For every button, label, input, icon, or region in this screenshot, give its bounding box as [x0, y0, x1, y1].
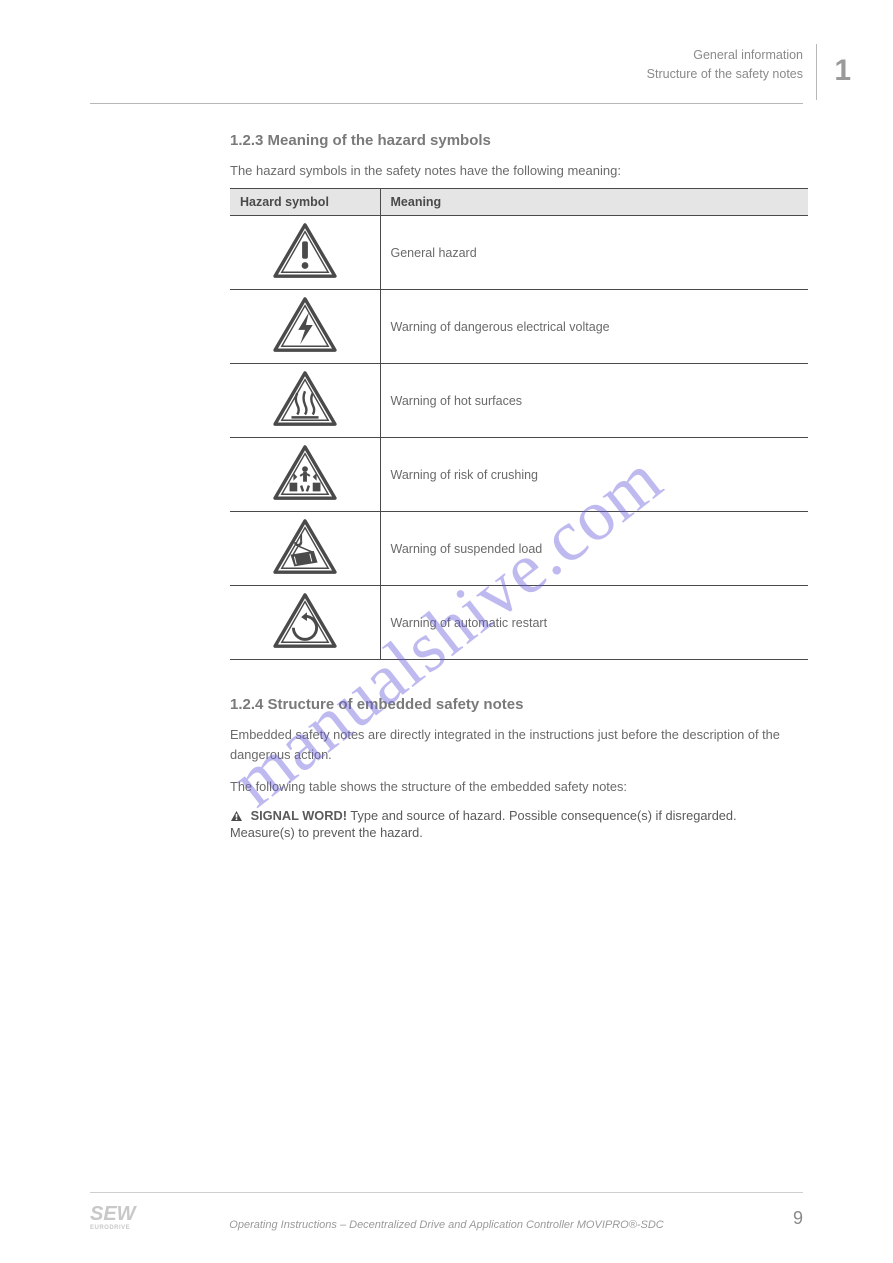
- header-divider: [816, 44, 817, 100]
- section-title-embedded: 1.2.4 Structure of embedded safety notes: [230, 696, 803, 713]
- cell-meaning: Warning of hot surfaces: [380, 364, 808, 438]
- col-header-meaning: Meaning: [380, 189, 808, 216]
- hazard-symbol-table: Hazard symbol Meaning General hazard: [230, 188, 808, 660]
- small-hazard-icon: [230, 810, 243, 825]
- embedded-section: 1.2.4 Structure of embedded safety notes…: [230, 696, 803, 840]
- page-header: General information Structure of the saf…: [90, 50, 803, 104]
- crushing-risk-icon: [272, 444, 338, 502]
- table-row: Warning of hot surfaces: [230, 364, 808, 438]
- section-intro-text: The hazard symbols in the safety notes h…: [230, 163, 803, 178]
- cell-icon: [230, 364, 380, 438]
- header-line-2: Structure of the safety notes: [647, 65, 803, 84]
- cell-meaning: General hazard: [380, 216, 808, 290]
- table-row: Warning of risk of crushing: [230, 438, 808, 512]
- cell-icon: [230, 512, 380, 586]
- section-title-hazard-symbols: 1.2.3 Meaning of the hazard symbols: [230, 132, 803, 149]
- embedded-example-line: SIGNAL WORD! Type and source of hazard. …: [230, 808, 803, 840]
- automatic-restart-icon: [272, 592, 338, 650]
- page-number: 9: [793, 1208, 803, 1229]
- cell-meaning: Warning of suspended load: [380, 512, 808, 586]
- cell-meaning: Warning of dangerous electrical voltage: [380, 290, 808, 364]
- table-header-row: Hazard symbol Meaning: [230, 189, 808, 216]
- footer-rule: [90, 1192, 803, 1193]
- general-hazard-icon: [272, 222, 338, 280]
- header-titles: General information Structure of the saf…: [647, 46, 803, 84]
- embedded-para-2: The following table shows the structure …: [230, 777, 803, 797]
- cell-icon: [230, 290, 380, 364]
- signal-word: SIGNAL WORD!: [251, 808, 347, 823]
- header-line-1: General information: [647, 46, 803, 65]
- table-row: Warning of automatic restart: [230, 586, 808, 660]
- cell-meaning: Warning of risk of crushing: [380, 438, 808, 512]
- chapter-number: 1: [834, 54, 851, 88]
- hot-surface-icon: [272, 370, 338, 428]
- footer-title: Operating Instructions – Decentralized D…: [0, 1219, 893, 1231]
- embedded-para-1: Embedded safety notes are directly integ…: [230, 725, 803, 765]
- suspended-load-icon: [272, 518, 338, 576]
- table-row: General hazard: [230, 216, 808, 290]
- cell-icon: [230, 216, 380, 290]
- cell-meaning: Warning of automatic restart: [380, 586, 808, 660]
- col-header-symbol: Hazard symbol: [230, 189, 380, 216]
- electrical-voltage-icon: [272, 296, 338, 354]
- page: General information Structure of the saf…: [0, 0, 893, 1263]
- table-row: Warning of dangerous electrical voltage: [230, 290, 808, 364]
- table-row: Warning of suspended load: [230, 512, 808, 586]
- cell-icon: [230, 438, 380, 512]
- cell-icon: [230, 586, 380, 660]
